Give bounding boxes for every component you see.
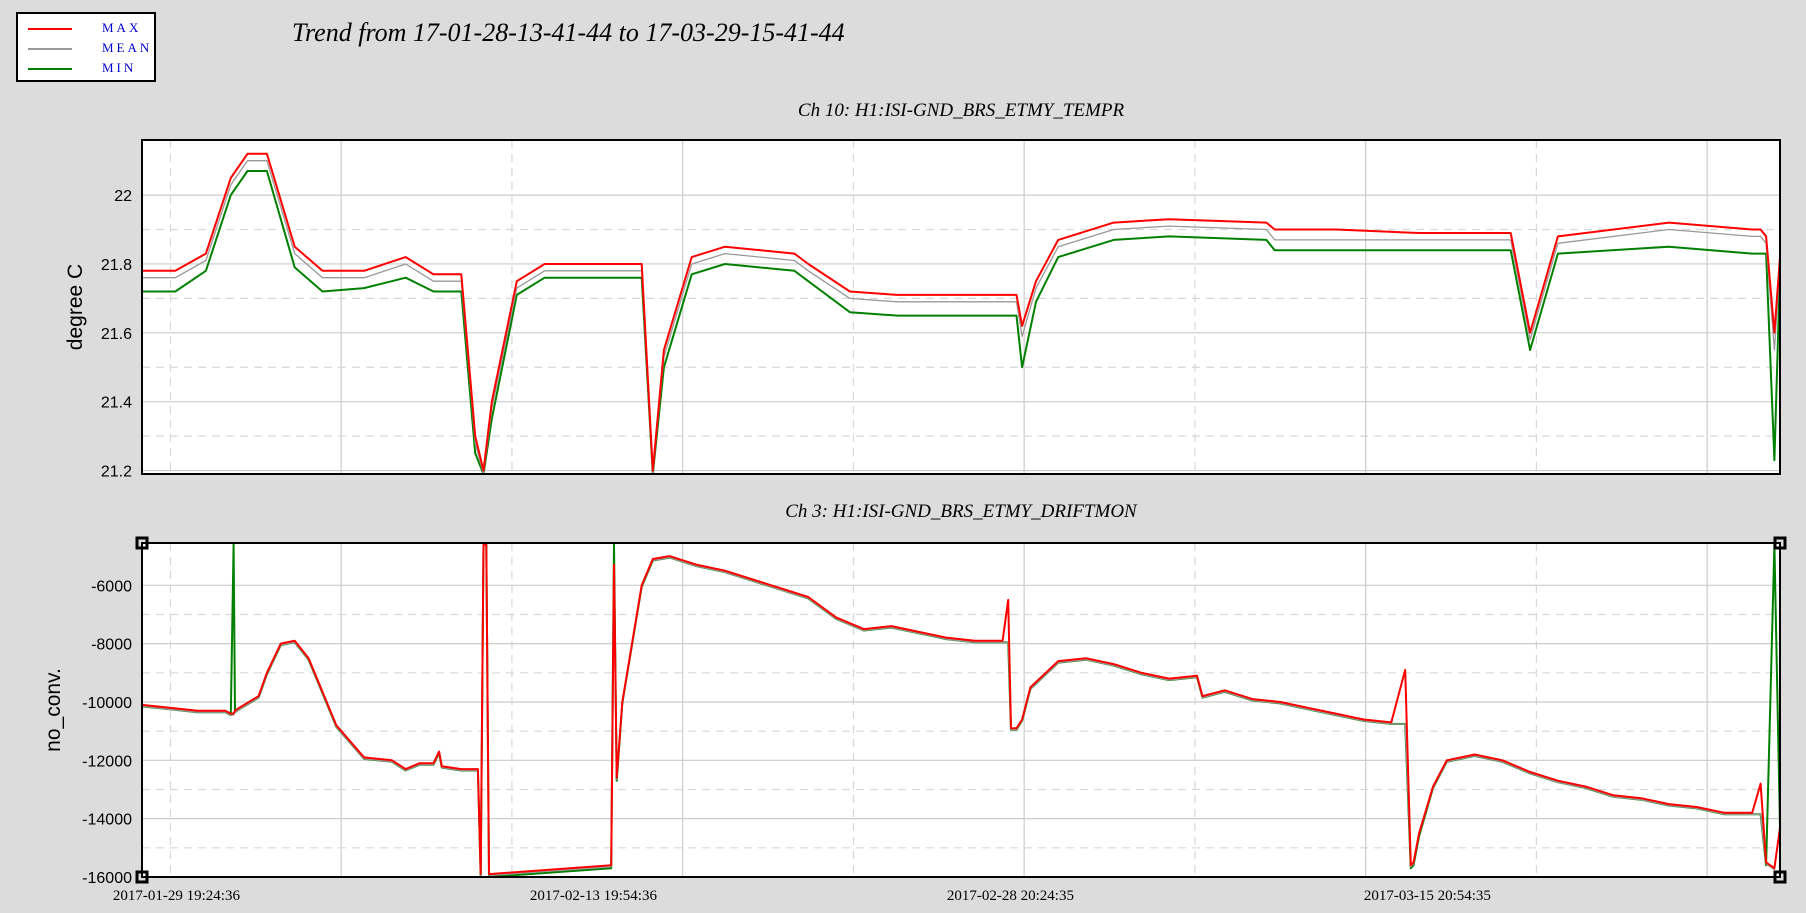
y-tick-label: 22	[114, 188, 132, 205]
legend-swatch-mean	[28, 48, 72, 50]
legend-label-max: MAX	[102, 20, 142, 35]
x-tick-label: 2017-02-13 19:54:36	[530, 888, 658, 904]
y-tick-label: 21.6	[101, 326, 132, 343]
y-axis-label: degree C	[64, 264, 87, 350]
plot-frame	[141, 139, 1781, 475]
x-tick-label: 2017-02-28 20:24:35	[947, 888, 1074, 904]
legend: MAX MEAN MIN	[16, 12, 156, 82]
legend-swatch-max	[28, 28, 72, 30]
y-axis-label: no_conv.	[42, 668, 65, 752]
driftmon-chart: -16000 -14000 -12000 -10000 -8000 -6000 no_con…	[42, 501, 1787, 904]
plot-area	[142, 543, 1780, 877]
page-title: Trend from 17-01-28-13-41-44 to 17-03-29…	[292, 18, 845, 47]
y-tick-label: -12000	[82, 753, 132, 770]
x-tick-label: 2017-03-15 20:54:35	[1364, 888, 1491, 904]
legend-entry-mean: MEAN	[26, 40, 156, 58]
y-tick-label: -6000	[91, 578, 132, 595]
series-line-min	[142, 170, 1781, 475]
legend-swatch-min	[28, 68, 72, 70]
legend-entry-min: MIN	[26, 60, 156, 78]
series-line-mean	[142, 160, 1781, 475]
y-tick-label: 21.2	[101, 464, 132, 481]
resize-handle[interactable]	[135, 870, 149, 884]
resize-handle[interactable]	[135, 536, 149, 550]
temperature-chart: 21.2 21.4 21.6 21.8 22 degree C Ch 10: H1:ISI-…	[64, 100, 1781, 481]
y-tick-label: 21.8	[101, 257, 132, 274]
legend-label-min: MIN	[102, 60, 137, 75]
chart-title: Ch 10: H1:ISI-GND_BRS_ETMY_TEMPR	[798, 100, 1125, 121]
y-tick-label: -8000	[91, 637, 132, 654]
series-line-mean	[141, 545, 1781, 877]
legend-label-mean: MEAN	[102, 40, 153, 55]
y-tick-label: 21.4	[101, 395, 132, 412]
resize-handle[interactable]	[1773, 870, 1787, 884]
series-line-max	[142, 152, 1781, 472]
series-line-max	[141, 543, 1781, 876]
plot-frame	[141, 542, 1781, 878]
x-tick-label: 2017-01-29 19:24:36	[113, 888, 241, 904]
chart-title: Ch 3: H1:ISI-GND_BRS_ETMY_DRIFTMON	[785, 501, 1138, 522]
y-tick-label: -14000	[82, 812, 132, 829]
resize-handle[interactable]	[1773, 536, 1787, 550]
legend-entry-max: MAX	[26, 20, 156, 38]
plot-area	[142, 140, 1780, 474]
y-tick-label: -16000	[82, 870, 132, 887]
y-tick-label: -10000	[82, 695, 132, 712]
